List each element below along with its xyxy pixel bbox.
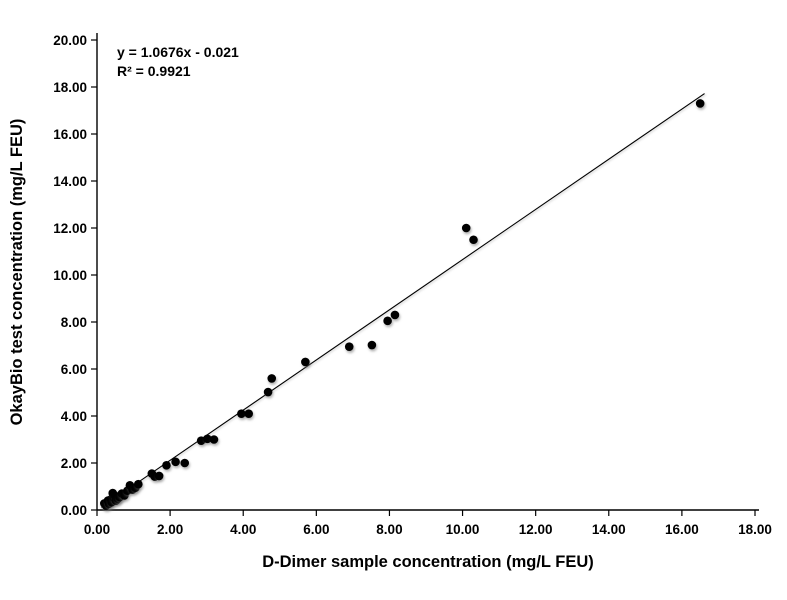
- y-tick-label: 14.00: [53, 174, 87, 189]
- trendline: [101, 93, 705, 508]
- r-squared-text: R² = 0.9921: [117, 63, 191, 79]
- data-point: [134, 479, 143, 489]
- x-tick-label: 2.00: [157, 522, 183, 537]
- equation-text: y = 1.0676x - 0.021: [117, 44, 239, 60]
- data-point: [344, 342, 354, 351]
- y-tick-label: 8.00: [61, 315, 87, 330]
- y-tick-label: 20.00: [53, 33, 87, 48]
- trendline-group: [101, 93, 705, 508]
- data-point: [263, 387, 273, 397]
- x-tick-label: 6.00: [303, 522, 329, 537]
- y-tick-label: 10.00: [53, 268, 87, 283]
- data-point: [180, 458, 190, 468]
- data-points-group: [100, 99, 705, 511]
- y-tick-label: 6.00: [61, 362, 87, 377]
- y-tick-label: 12.00: [53, 221, 87, 236]
- x-tick-label: 12.00: [519, 522, 553, 537]
- y-tick-label: 0.00: [61, 503, 87, 518]
- data-point: [267, 374, 277, 383]
- y-tick-label: 18.00: [53, 80, 87, 95]
- data-point: [244, 409, 254, 418]
- data-point: [461, 223, 471, 233]
- axes: [96, 33, 759, 511]
- data-point: [695, 99, 705, 108]
- y-tick-label: 4.00: [61, 409, 87, 424]
- data-point: [367, 340, 377, 350]
- data-point: [203, 434, 212, 444]
- data-point: [301, 357, 310, 367]
- data-point: [237, 409, 246, 418]
- x-tick-label: 0.00: [84, 522, 110, 537]
- data-point: [154, 471, 164, 481]
- axis-ticks: 0.00 2.00 4.00 6.00 8.00 10.00 12.00 14.00 16.00…: [53, 33, 772, 537]
- x-tick-label: 10.00: [446, 522, 480, 537]
- data-point: [162, 461, 171, 470]
- x-tick-label: 18.00: [738, 522, 772, 537]
- x-axis-title: D-Dimer sample concentration (mg/L FEU): [262, 553, 594, 571]
- data-point: [209, 435, 219, 444]
- y-tick-label: 16.00: [53, 127, 87, 142]
- x-tick-label: 14.00: [592, 522, 626, 537]
- y-tick-label: 2.00: [61, 456, 87, 471]
- data-point: [383, 316, 392, 326]
- x-tick-label: 16.00: [665, 522, 699, 537]
- data-point: [469, 235, 478, 245]
- data-point: [171, 457, 180, 467]
- y-axis-title: OkayBio test concentration (mg/L FEU): [8, 119, 26, 426]
- x-tick-label: 8.00: [376, 522, 402, 537]
- data-point: [390, 310, 400, 320]
- x-tick-label: 4.00: [230, 522, 256, 537]
